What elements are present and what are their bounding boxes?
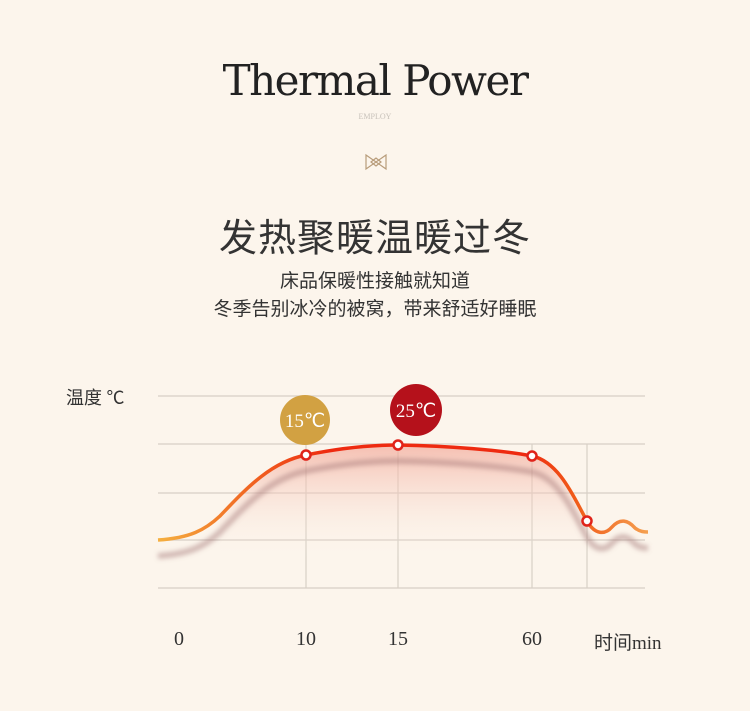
line-shadow (157, 457, 649, 559)
data-point (581, 515, 593, 527)
temperature-line (157, 443, 649, 542)
y-axis-label: 温度 ℃ (66, 388, 125, 408)
data-point (526, 450, 538, 462)
data-point (392, 439, 404, 451)
x-axis-label: 时间min (594, 633, 662, 654)
tagline-line-2: 冬季告别冰冷的被窝，带来舒适好睡眠 (213, 298, 537, 320)
temp-badge (390, 384, 442, 436)
data-point (300, 449, 312, 461)
x-tick-60: 60 (522, 628, 542, 650)
page-subtitle: EMPLOY (358, 112, 392, 121)
bowtie-icon (365, 153, 387, 171)
temp-badge-label: 25℃ (396, 401, 436, 422)
x-tick-15: 15 (388, 628, 408, 650)
x-tick-0: 0 (174, 628, 184, 650)
temp-badge-label: 15℃ (285, 411, 325, 432)
tagline-line-1: 床品保暖性接触就知道 (279, 270, 470, 292)
page-title: Thermal Power (222, 56, 529, 105)
headline: 发热聚暖温暖过冬 (218, 216, 531, 260)
area-fill (220, 445, 587, 560)
x-tick-10: 10 (296, 628, 316, 650)
temp-badge (280, 395, 330, 445)
